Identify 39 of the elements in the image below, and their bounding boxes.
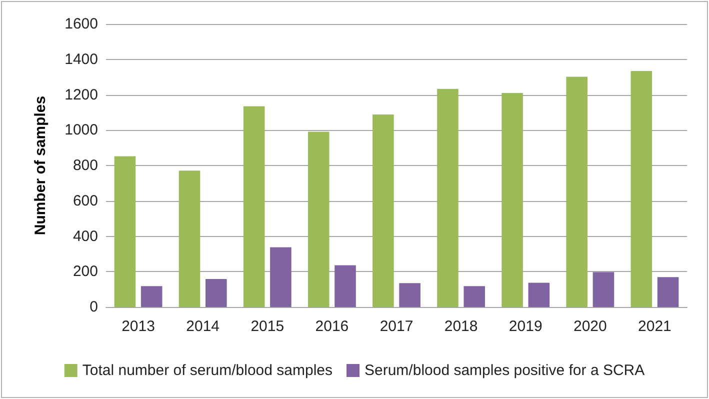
bar <box>178 170 200 307</box>
x-tick-label: 2014 <box>186 318 220 335</box>
bar <box>399 283 420 307</box>
y-tick-label: 400 <box>72 228 98 245</box>
bar <box>528 282 550 307</box>
bar <box>334 265 356 307</box>
bar <box>140 286 162 307</box>
y-tick-label: 1000 <box>64 122 98 139</box>
legend-label: Total number of serum/blood samples <box>82 362 333 379</box>
bar <box>630 71 652 307</box>
x-tick-label: 2020 <box>573 318 607 335</box>
x-tick-label: 2015 <box>250 318 284 335</box>
y-tick-label: 1200 <box>64 86 98 104</box>
y-axis-title: Number of samples <box>32 96 49 236</box>
y-tick-label: 600 <box>72 192 98 210</box>
x-tick-label: 2021 <box>638 318 672 335</box>
bar <box>205 279 227 307</box>
y-tick-label: 0 <box>90 298 98 316</box>
y-tick-label: 200 <box>72 263 98 280</box>
y-tick-label: 800 <box>72 157 98 174</box>
x-tick-label: 2019 <box>508 318 542 335</box>
bar <box>657 277 679 307</box>
x-tick-label: 2016 <box>315 318 349 335</box>
x-tick-label: 2013 <box>122 318 155 335</box>
legend-label: Serum/blood samples positive for a SCRA <box>364 362 645 379</box>
x-tick-label: 2018 <box>444 318 478 335</box>
x-tick-label: 2017 <box>380 318 414 335</box>
y-tick-label: 1600 <box>64 16 98 32</box>
bar <box>270 247 292 307</box>
bar <box>464 286 486 307</box>
bar <box>592 272 614 307</box>
y-tick-label: 1400 <box>64 50 98 68</box>
bar <box>243 106 265 307</box>
bar <box>308 132 330 307</box>
bar <box>372 114 394 307</box>
bar <box>502 92 523 307</box>
bar <box>566 76 588 307</box>
bar <box>114 156 136 307</box>
bar <box>437 88 458 307</box>
